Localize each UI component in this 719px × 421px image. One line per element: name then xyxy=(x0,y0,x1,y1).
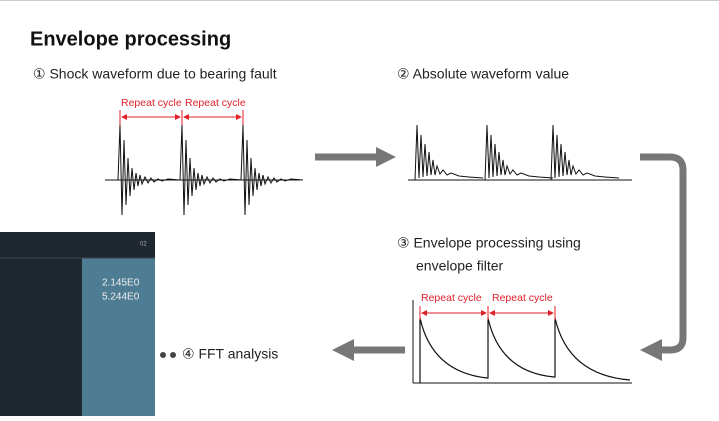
arrow xyxy=(640,157,683,350)
dot xyxy=(160,352,166,358)
absolute-waveform xyxy=(408,125,632,180)
envelope-waveform xyxy=(413,300,632,383)
screenshot-tag: 02 xyxy=(140,242,147,248)
cycle-label: Repeat cycle xyxy=(185,97,246,109)
arrow-head xyxy=(332,339,354,361)
title: Envelope processing xyxy=(30,28,231,50)
diagram: 02 2.145E0 5.244E0 Envelope processing ①… xyxy=(0,0,719,416)
step-label: ① Shock waveform due to bearing fault xyxy=(33,66,277,82)
cycle-label: Repeat cycle xyxy=(121,97,182,109)
step-label: ③ Envelope processing using xyxy=(397,235,581,251)
screenshot-value: 5.244E0 xyxy=(102,292,140,303)
step-label: ② Absolute waveform value xyxy=(397,66,569,82)
shock-waveform xyxy=(105,110,303,215)
step-label: envelope filter xyxy=(416,258,504,274)
cycle-label: Repeat cycle xyxy=(421,292,482,304)
screenshot: 02 2.145E0 5.244E0 xyxy=(0,232,175,416)
dot xyxy=(170,352,176,358)
arrow-head xyxy=(640,339,662,361)
arrow-head xyxy=(376,147,396,167)
screenshot-value: 2.145E0 xyxy=(102,278,140,289)
step-label: ④ FFT analysis xyxy=(182,346,278,362)
cycle-label: Repeat cycle xyxy=(492,292,553,304)
